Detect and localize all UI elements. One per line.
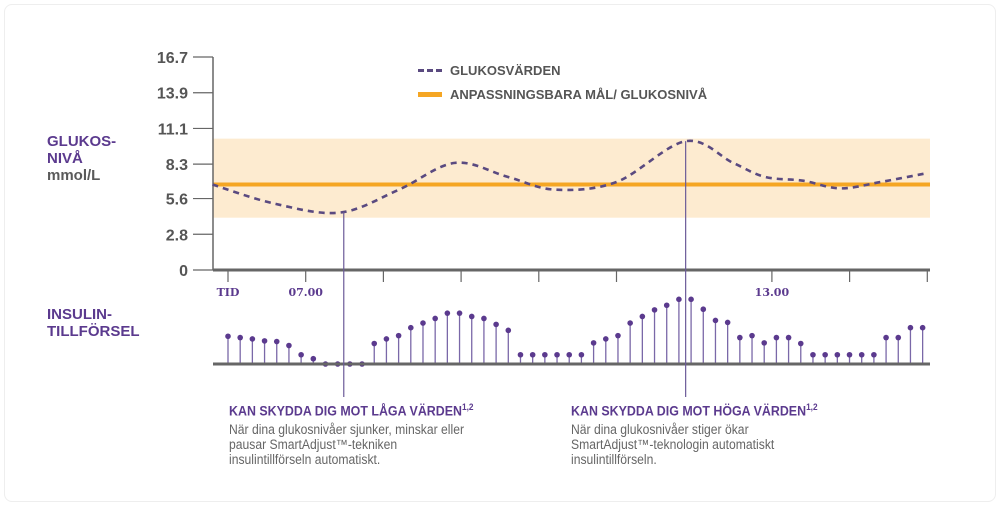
insulin-dot	[432, 315, 438, 322]
card-frame	[4, 4, 996, 502]
insulin-dot	[761, 340, 768, 346]
insulin-dot	[822, 351, 828, 358]
target-range-band	[213, 138, 930, 218]
insulin-dot	[785, 334, 792, 341]
insulin-dot	[846, 351, 853, 358]
insulin-dot	[919, 324, 926, 331]
insulin-dot	[407, 324, 414, 331]
insulin-dot	[895, 334, 902, 341]
annotation-low-footnote: 1,2	[462, 402, 474, 412]
insulin-dot	[700, 306, 707, 313]
legend-item-target: ANPASSNINGSBARA MÅL/ GLUKOSNIVÅ	[418, 87, 707, 102]
insulin-dot	[529, 351, 536, 358]
insulin-dot	[273, 338, 280, 345]
y-tick-label: 2.8	[166, 227, 188, 244]
insulin-label-line2: TILLFÖRSEL	[47, 323, 140, 340]
insulin-dot	[590, 340, 597, 346]
insulin-dot	[542, 351, 548, 358]
insulin-dot	[420, 320, 426, 326]
insulin-dot	[298, 351, 304, 358]
insulin-dot	[261, 338, 268, 344]
insulin-dot	[810, 351, 816, 358]
insulin-dot	[834, 351, 841, 358]
insulin-dot	[286, 342, 292, 349]
insulin-dot	[468, 313, 475, 320]
y-tick-label: 8.3	[166, 157, 188, 174]
y-tick-label: 13.9	[157, 86, 188, 103]
insulin-dot	[871, 351, 877, 358]
insulin-delivery-label: INSULIN- TILLFÖRSEL	[47, 306, 140, 340]
insulin-dot	[456, 310, 463, 316]
insulin-dot	[773, 334, 780, 341]
annotation-high-title: KAN SKYDDA DIG MOT HÖGA VÄRDEN	[571, 403, 807, 419]
insulin-dot	[627, 320, 633, 326]
insulin-dot	[907, 324, 914, 331]
legend-label-glucose: GLUKOSVÄRDEN	[450, 63, 561, 78]
glucose-curve	[212, 139, 928, 215]
insulin-dot	[566, 351, 573, 358]
insulin-dot	[310, 355, 317, 362]
glucose-unit-label: mmol/L	[47, 167, 101, 184]
insulin-dot	[371, 340, 378, 347]
insulin-dot	[225, 333, 231, 340]
insulin-dot	[676, 296, 682, 303]
annotation-high-footnote: 1,2	[806, 402, 818, 412]
insulin-dot	[749, 332, 755, 339]
insulin-dot	[663, 302, 670, 309]
glucose-axis-label-line2: NIVÅ	[47, 150, 83, 167]
dashed-line-swatch	[418, 69, 442, 72]
insulin-dot	[737, 334, 743, 341]
annotation-low-body: När dina glukosnivåer sjunker, minskar e…	[229, 421, 465, 467]
insulin-dot	[505, 327, 512, 334]
solid-line-swatch	[418, 92, 442, 97]
glucose-axis-label: GLUKOS- NIVÅ	[47, 133, 116, 167]
annotation-low-title: KAN SKYDDA DIG MOT LÅGA VÄRDEN	[229, 403, 463, 419]
annotation-low: KAN SKYDDA DIG MOT LÅGA VÄRDEN1,2 När di…	[229, 402, 559, 467]
insulin-dot	[578, 351, 585, 358]
insulin-dot	[712, 317, 719, 324]
y-tick-label: 16.7	[157, 50, 188, 67]
legend-label-target: ANPASSNINGSBARA MÅL/ GLUKOSNIVÅ	[450, 87, 708, 102]
insulin-dot	[383, 336, 390, 342]
insulin-dot	[493, 321, 499, 328]
insulin-dot	[444, 310, 451, 316]
insulin-dot	[639, 313, 646, 320]
x-tick-label: 13.00	[755, 286, 790, 299]
legend-item-glucose: GLUKOSVÄRDEN	[418, 63, 561, 78]
y-tick-label: 11.1	[158, 121, 188, 138]
y-tick-label: 0	[179, 263, 188, 280]
insulin-dot	[602, 336, 609, 342]
x-tick-label: 07.00	[288, 286, 323, 299]
insulin-dot	[517, 351, 524, 358]
insulin-dot	[688, 296, 694, 303]
insulin-dot	[249, 336, 256, 342]
insulin-dot	[797, 340, 804, 347]
insulin-dot	[724, 319, 731, 326]
insulin-dot	[237, 334, 243, 341]
insulin-dot	[395, 332, 402, 339]
insulin-dot	[554, 351, 560, 358]
y-tick-label: 5.6	[166, 192, 188, 209]
glucose-axis-label-line1: GLUKOS-	[47, 133, 117, 150]
insulin-dot	[858, 351, 865, 358]
insulin-dot	[615, 332, 621, 339]
insulin-dot	[883, 334, 889, 341]
insulin-dot	[651, 307, 658, 313]
annotation-high: KAN SKYDDA DIG MOT HÖGA VÄRDEN1,2 När di…	[571, 402, 901, 467]
insulin-dot	[481, 315, 487, 322]
insulin-label-line1: INSULIN-	[47, 306, 112, 323]
annotation-high-body: När dina glukosnivåer stiger ökar SmartA…	[571, 421, 775, 467]
x-tick-label: TID	[217, 286, 240, 299]
